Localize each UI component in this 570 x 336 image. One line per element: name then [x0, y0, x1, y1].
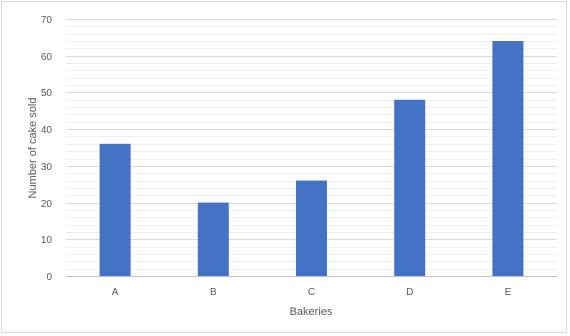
x-axis-title: Bakeries — [290, 306, 333, 318]
y-axis-title: Number of cake sold — [27, 98, 39, 199]
bar-b — [197, 202, 229, 276]
y-tick-label: 40 — [41, 125, 53, 136]
y-tick-label: 0 — [46, 272, 52, 283]
x-tick-label: A — [112, 287, 119, 298]
bar-a — [99, 143, 131, 276]
x-tick-label: E — [505, 287, 512, 298]
x-tick-label: D — [406, 287, 413, 298]
bar-e — [492, 41, 524, 277]
y-tick-label: 10 — [41, 235, 53, 246]
y-tick-label: 50 — [41, 88, 53, 99]
y-tick-label: 30 — [41, 162, 53, 173]
bars — [99, 41, 524, 277]
y-tick-label: 60 — [41, 52, 53, 63]
y-tick-label: 70 — [41, 15, 53, 26]
y-tick-labels: 0 10 20 30 40 50 60 70 — [41, 15, 53, 283]
x-tick-labels: A B C D E — [112, 287, 512, 298]
x-tick-label: C — [308, 287, 315, 298]
bar-c — [296, 180, 327, 276]
y-tick-label: 20 — [41, 199, 53, 210]
bar-d — [394, 99, 426, 277]
x-tick-label: B — [210, 287, 217, 298]
